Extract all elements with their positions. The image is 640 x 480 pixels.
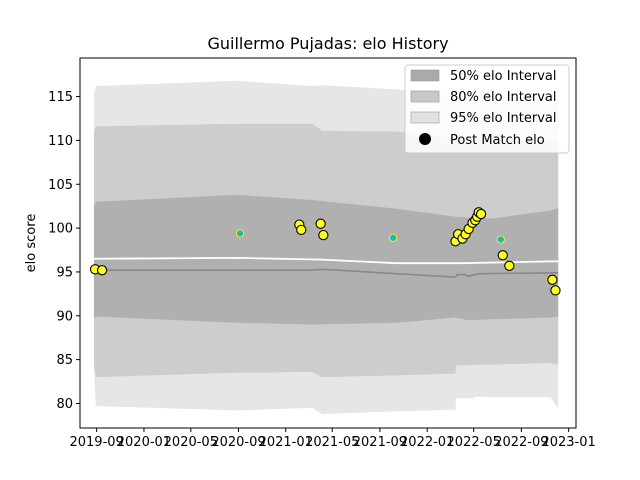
post-match-point-18	[547, 274, 558, 285]
y-tick-label-0: 80	[56, 397, 73, 412]
post-match-point-17	[504, 260, 515, 271]
y-axis-label: elo score	[24, 214, 39, 273]
x-tick-label-3: 2020-09	[211, 435, 265, 450]
pre-match-point-4	[496, 235, 505, 244]
x-tick-label-4: 2021-01	[259, 435, 313, 450]
legend-marker-post-match	[419, 133, 431, 145]
y-tick-label-1: 85	[56, 353, 73, 368]
legend-label-50: 50% elo Interval	[450, 69, 557, 84]
x-tick-label-7: 2022-01	[400, 435, 454, 450]
post-match-point-15	[475, 208, 487, 220]
x-tick-label-8: 2022-05	[447, 435, 501, 450]
legend-label-post-match: Post Match elo	[450, 133, 545, 148]
post-match-point-4	[315, 218, 326, 229]
x-tick-label-9: 2022-09	[494, 435, 548, 450]
x-tick-label-5: 2021-05	[305, 435, 359, 450]
y-tick-label-5: 105	[48, 178, 73, 193]
median-elo-line	[93, 268, 559, 279]
mean-elo-line	[93, 257, 559, 265]
x-axis: 2019-092020-012020-052020-092021-012021-…	[69, 428, 596, 450]
legend-swatch-80	[410, 90, 440, 103]
post-match-point-3	[296, 224, 307, 235]
chart-title: Guillermo Pujadas: elo History	[207, 34, 448, 53]
axes-frame	[79, 57, 577, 429]
x-tick-label-2: 2020-05	[164, 435, 218, 450]
legend-swatch-95	[410, 111, 440, 124]
post-match-point-5	[318, 229, 329, 241]
pre-match-point-2	[236, 229, 245, 238]
legend-label-95: 95% elo Interval	[450, 111, 557, 126]
y-tick-label-4: 100	[48, 222, 73, 237]
y-axis: 80 85 90 95 100 105 110 115	[48, 90, 80, 412]
post-match-point-16	[497, 250, 508, 261]
x-tick-label-1: 2020-01	[117, 435, 171, 450]
x-tick-label-10: 2023-01	[541, 435, 595, 450]
post-match-point-19	[550, 285, 561, 296]
y-tick-label-3: 95	[56, 265, 73, 280]
y-tick-label-2: 90	[56, 309, 73, 324]
legend-swatch-50	[410, 69, 440, 82]
pre-match-point-3	[389, 233, 398, 242]
x-tick-label-0: 2019-09	[69, 435, 123, 450]
post-match-point-1	[96, 265, 108, 276]
y-tick-label-7: 115	[48, 90, 73, 105]
x-tick-label-6: 2021-09	[353, 435, 407, 450]
y-tick-label-6: 110	[48, 134, 73, 149]
legend-label-80: 80% elo Interval	[450, 90, 557, 105]
legend: 50% elo Interval 80% elo Interval 95% el…	[404, 64, 570, 154]
legend-box	[404, 64, 570, 154]
plot-area	[89, 80, 561, 414]
